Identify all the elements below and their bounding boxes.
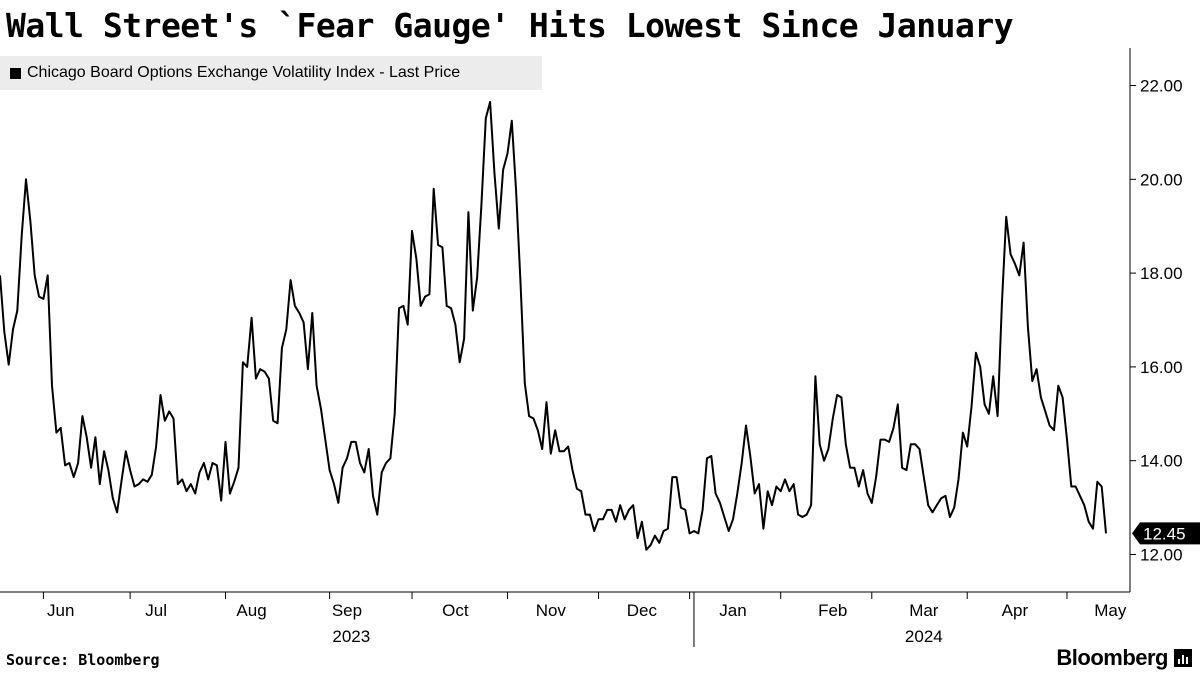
x-month-label: May (1094, 601, 1127, 620)
y-tick-label: 18.00 (1140, 264, 1183, 283)
y-tick-label: 12.00 (1140, 545, 1183, 564)
x-month-label: Oct (442, 601, 469, 620)
y-tick-label: 20.00 (1140, 170, 1183, 189)
y-tick-label: 16.00 (1140, 358, 1183, 377)
y-tick-label: 14.00 (1140, 452, 1183, 471)
legend: Chicago Board Options Exchange Volatilit… (0, 56, 542, 90)
source-note: Source: Bloomberg (6, 651, 160, 669)
x-month-label: Mar (909, 601, 939, 620)
x-month-label: Feb (818, 601, 847, 620)
x-month-label: Dec (627, 601, 658, 620)
x-month-label: Jul (145, 601, 167, 620)
legend-label: Chicago Board Options Exchange Volatilit… (27, 64, 461, 81)
brand-name: Bloomberg (1056, 645, 1168, 670)
chart-title: Wall Street's `Fear Gauge' Hits Lowest S… (6, 6, 1014, 45)
legend-swatch-icon (10, 67, 21, 79)
x-month-label: Jun (47, 601, 74, 620)
x-month-label: Jan (719, 601, 746, 620)
x-month-label: Apr (1002, 601, 1029, 620)
last-value-label: 12.45 (1143, 524, 1186, 543)
x-month-label: Aug (236, 601, 266, 620)
bloomberg-logo: Bloomberg (1056, 645, 1192, 671)
last-value-marker (1132, 522, 1200, 545)
vix-series-line (0, 100, 1107, 551)
x-year-label: 2024 (905, 627, 943, 646)
y-tick-label: 22.00 (1140, 77, 1183, 96)
x-year-label: 2023 (332, 627, 370, 646)
x-month-label: Nov (536, 601, 567, 620)
x-month-label: Sep (332, 601, 362, 620)
bloomberg-chart-icon (1174, 649, 1192, 667)
